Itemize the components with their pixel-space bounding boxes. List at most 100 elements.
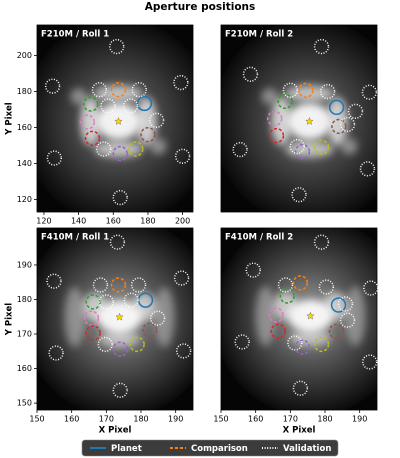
aperture (44, 78, 61, 94)
glow (323, 292, 348, 321)
image (221, 228, 377, 410)
aperture (282, 82, 299, 98)
aperture (292, 275, 309, 291)
x-tick-label: 150 (29, 415, 44, 424)
x-tick-label: 200 (175, 217, 190, 226)
aperture (268, 307, 284, 323)
y-tick-label: 190 (17, 260, 32, 269)
y-axis-label: Y Pixel (5, 102, 15, 136)
glow (327, 97, 348, 146)
aperture (129, 336, 145, 353)
aperture (363, 280, 379, 296)
aperture (112, 382, 128, 398)
y-tick-label: 180 (17, 295, 32, 304)
panel-title: F210M / Roll 2 (225, 30, 293, 40)
x-tick-label: 170 (99, 415, 114, 424)
aperture (128, 141, 144, 157)
image (37, 228, 193, 410)
x-tick-label: 140 (71, 217, 86, 226)
legend: Planet Comparison Validation (81, 439, 339, 457)
aperture (83, 96, 99, 112)
aperture (173, 74, 189, 91)
aperture (46, 273, 62, 289)
aperture (148, 112, 165, 128)
frame (220, 24, 378, 213)
aperture (292, 380, 309, 396)
panel: F210M / Roll 2 (220, 24, 378, 213)
image (221, 25, 377, 212)
y-tick-label: 180 (17, 87, 32, 96)
star (306, 311, 315, 320)
aperture (122, 98, 139, 114)
y-tick-label: 120 (17, 195, 32, 204)
aperture (287, 335, 303, 351)
aperture (83, 310, 100, 326)
image (37, 25, 193, 212)
aperture (245, 262, 261, 278)
legend-label: Planet (111, 444, 142, 454)
aperture (96, 141, 112, 157)
aperture (136, 95, 153, 112)
aperture (85, 325, 101, 341)
panel: F210M / Roll 1 120 140 160 180 200 120 140 160 18… (5, 24, 194, 226)
y-tick-label: 150 (17, 399, 32, 408)
aperture (140, 126, 156, 143)
aperture (313, 38, 330, 55)
aperture (91, 82, 108, 98)
x-axis-label: X Pixel (99, 426, 132, 436)
y-tick-label: 160 (17, 364, 32, 373)
aperture (232, 141, 248, 158)
aperture (242, 66, 259, 82)
aperture (277, 93, 293, 110)
glow (64, 287, 85, 348)
aperture (330, 297, 347, 313)
aperture (294, 339, 311, 355)
aperture (84, 130, 101, 146)
aperture (267, 110, 283, 127)
panel: F410M / Roll 2 150 160 170 180 190 X Pixel (213, 227, 379, 436)
aperture (234, 334, 250, 350)
glow (150, 138, 167, 155)
aperture (130, 277, 147, 293)
y-axis-label: Y Pixel (5, 303, 15, 337)
aperture (359, 161, 376, 177)
glow (99, 331, 140, 348)
frame (220, 227, 378, 411)
x-tick-label: 150 (213, 415, 228, 424)
aperture (97, 336, 113, 353)
aperture (173, 270, 190, 286)
x-tick-label: 180 (317, 415, 332, 424)
aperture (270, 323, 286, 339)
legend-label: Comparison (191, 444, 248, 454)
y-tick-label: 200 (17, 51, 32, 60)
aperture (112, 145, 128, 162)
y-tick-label: 170 (17, 330, 32, 339)
x-axis-label: X Pixel (283, 426, 316, 436)
aperture (347, 103, 364, 119)
glow (341, 138, 358, 155)
star (115, 312, 124, 321)
aperture (298, 82, 314, 98)
x-tick-label: 160 (64, 415, 79, 424)
x-tick-label: 190 (352, 415, 367, 424)
aperture (289, 138, 305, 155)
glow (136, 97, 157, 146)
aperture (123, 292, 139, 308)
frame (36, 24, 194, 213)
aperture (313, 336, 330, 353)
aperture (174, 148, 191, 164)
glow (82, 293, 107, 322)
aperture (328, 323, 345, 339)
glow (94, 85, 143, 102)
glow (285, 85, 334, 102)
figure-title: Aperture positions (145, 1, 256, 13)
x-tick-label: 180 (140, 217, 155, 226)
panel-title: F410M / Roll 1 (41, 233, 109, 243)
glow (255, 286, 276, 347)
aperture (339, 116, 356, 133)
aperture (361, 84, 378, 100)
aperture (92, 277, 109, 293)
aperture (112, 189, 128, 206)
aperture (131, 82, 147, 98)
